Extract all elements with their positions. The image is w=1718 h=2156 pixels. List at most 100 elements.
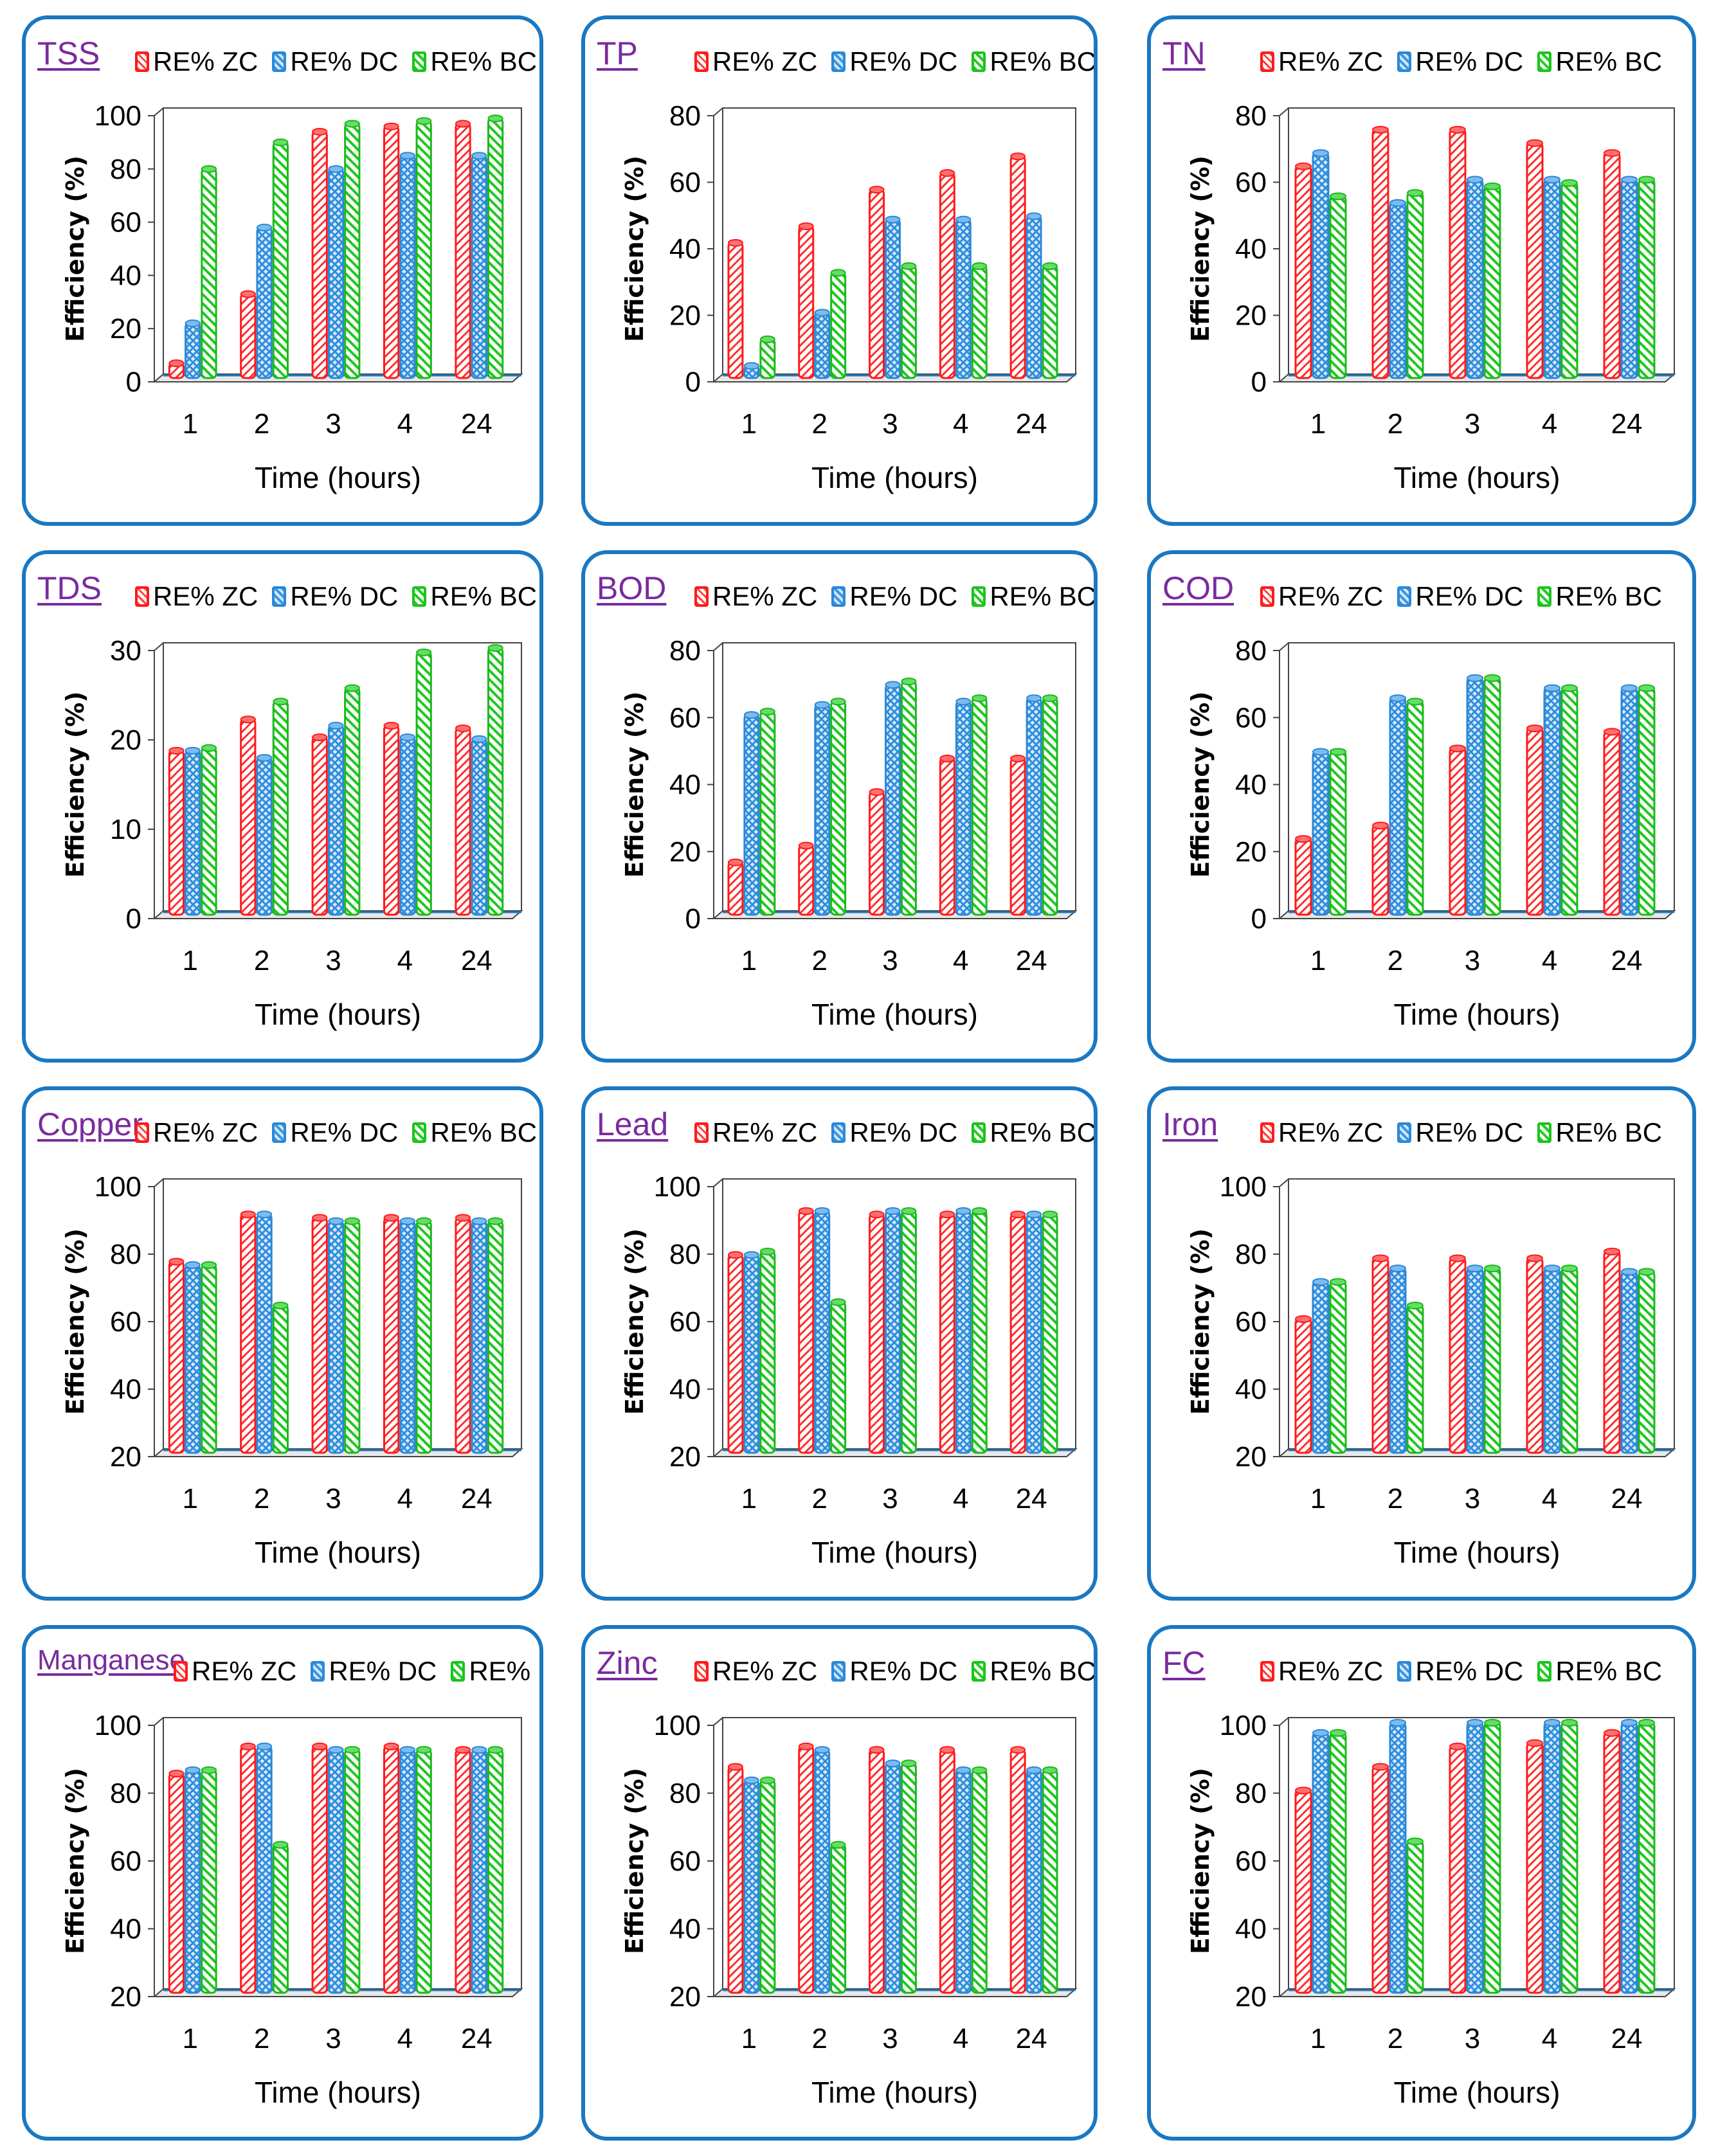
y-tick-label: 100 — [1220, 1710, 1267, 1741]
y-axis-depth — [1279, 1178, 1289, 1187]
y-axis-depth — [154, 642, 164, 651]
chart-panel-bod: BOD RE% ZC RE% DC RE% BC 0 20 40 60 80 Efficiency… — [581, 550, 1098, 1063]
bar-bc-1 — [759, 335, 776, 379]
y-tick-label: 80 — [669, 100, 701, 132]
bar-bc-24 — [1638, 684, 1656, 916]
bar-bc-4 — [1560, 1264, 1578, 1454]
y-tick-label: 80 — [110, 1778, 141, 1810]
x-tick-label: 4 — [397, 945, 413, 976]
y-tick-label: 20 — [1235, 1441, 1267, 1473]
x-tick-label: 1 — [741, 408, 757, 440]
legend-label-zc: RE% ZC — [712, 1656, 818, 1686]
y-axis-label: Efficiency (%) — [620, 691, 649, 877]
legend-label-zc: RE% ZC — [153, 46, 258, 76]
legend-swatch-dc — [831, 51, 846, 72]
bar-bc-3 — [344, 684, 361, 916]
legend-swatch-dc — [831, 586, 846, 607]
bar-dc-4 — [955, 215, 972, 379]
bar-bc-3 — [900, 678, 917, 916]
y-axis-label: Efficiency (%) — [61, 156, 89, 342]
legend-item-zc: RE% ZC — [694, 1656, 817, 1687]
y-tick-label: 60 — [669, 167, 701, 199]
y-tick-label: 80 — [1235, 100, 1267, 132]
y-tick-label: 60 — [110, 1306, 141, 1338]
bar-bc-2 — [272, 1840, 289, 1994]
bar-bc-1 — [759, 1248, 776, 1454]
bar-zc-4 — [383, 1214, 400, 1454]
bar-zc-2 — [798, 841, 815, 916]
y-tick-label: 60 — [1235, 1306, 1267, 1338]
bar-dc-4 — [955, 1207, 972, 1454]
legend-label-dc: RE% DC — [290, 581, 399, 611]
y-tick-label: 20 — [110, 1441, 141, 1473]
bar-bc-1 — [1329, 1729, 1347, 1994]
legend-label-bc: RE% BC — [990, 581, 1097, 611]
x-tick-label: 3 — [325, 408, 341, 440]
bar-dc-3 — [885, 1759, 901, 1994]
bar-zc-2 — [1371, 822, 1389, 916]
bar-bc-1 — [201, 744, 217, 916]
x-tick-label: 3 — [1465, 1483, 1480, 1514]
chart-title: FC — [1162, 1645, 1206, 1681]
y-tick-label: 60 — [1235, 1846, 1267, 1877]
plot-back-wall — [163, 107, 522, 374]
bar-bc-24 — [1638, 1268, 1656, 1454]
y-tick-label: 30 — [110, 635, 141, 667]
x-axis-label: Time (hours) — [1394, 2076, 1560, 2109]
bar-bc-1 — [201, 165, 217, 379]
bar-dc-24 — [1026, 1210, 1042, 1454]
bar-zc-1 — [168, 746, 185, 916]
legend-swatch-bc — [412, 51, 427, 72]
bar-zc-3 — [869, 788, 885, 916]
bar-zc-2 — [240, 1210, 257, 1454]
bar-bc-4 — [971, 1207, 988, 1454]
y-tick-label: 20 — [110, 313, 141, 345]
x-tick-label: 1 — [182, 945, 197, 976]
bar-dc-2 — [256, 224, 273, 379]
bar-dc-2 — [814, 1746, 831, 1994]
y-axis-label: Efficiency (%) — [620, 156, 649, 342]
bar-bc-3 — [1483, 674, 1501, 916]
legend-swatch-dc — [831, 1661, 846, 1682]
bar-bc-2 — [272, 138, 289, 379]
chart-title: Iron — [1162, 1106, 1218, 1142]
legend-label-bc: RE% BC — [1555, 1656, 1663, 1686]
legend-swatch-dc — [272, 51, 287, 72]
bar-bc-4 — [1560, 1719, 1578, 1994]
chart-panel-tss: TSS RE% ZC RE% DC RE% BC 0 20 40 60 80 100 Efficie… — [22, 15, 543, 526]
bar-dc-2 — [1389, 1264, 1407, 1454]
y-tick-label: 100 — [95, 1710, 141, 1741]
legend-label-zc: RE% ZC — [153, 1117, 258, 1147]
x-axis-label: Time (hours) — [811, 461, 978, 494]
y-tick-label: 20 — [1235, 836, 1267, 868]
x-tick-label: 2 — [1388, 2023, 1403, 2054]
legend-label-zc: RE% ZC — [712, 46, 818, 76]
legend-item-bc: RE% BC — [972, 1656, 1094, 1687]
legend-item-zc: RE% ZC — [1260, 46, 1383, 77]
bar-dc-3 — [885, 215, 901, 379]
y-tick-label: 20 — [1235, 1981, 1267, 2013]
legend-label-bc: RE% BC — [430, 46, 538, 76]
y-tick-label: 20 — [669, 836, 701, 868]
bar-zc-3 — [869, 186, 885, 379]
chart-svg: 0 20 40 60 80 Efficiency (%) 1 2 3 4 24 Time (hours… — [1186, 100, 1676, 494]
bar-bc-24 — [1042, 262, 1058, 379]
y-tick-label: 80 — [110, 1239, 141, 1270]
bar-bc-4 — [415, 1746, 432, 1994]
x-tick-label: 4 — [953, 945, 968, 976]
legend-swatch-bc — [451, 1661, 466, 1682]
bar-dc-24 — [471, 152, 487, 379]
chart-legend: RE% ZC RE% DC RE% BC — [1260, 1117, 1662, 1148]
y-tick-label: 40 — [1235, 1914, 1267, 1945]
y-tick-label: 10 — [110, 814, 141, 845]
bar-dc-24 — [1026, 694, 1042, 916]
legend-label-dc: RE% DC — [1415, 1117, 1524, 1147]
bar-zc-3 — [311, 1214, 328, 1454]
bar-dc-3 — [1466, 674, 1484, 916]
chart-title: BOD — [597, 570, 667, 606]
bar-bc-2 — [830, 269, 847, 379]
plot-back-wall — [163, 1717, 522, 1989]
bar-bc-4 — [415, 648, 432, 916]
